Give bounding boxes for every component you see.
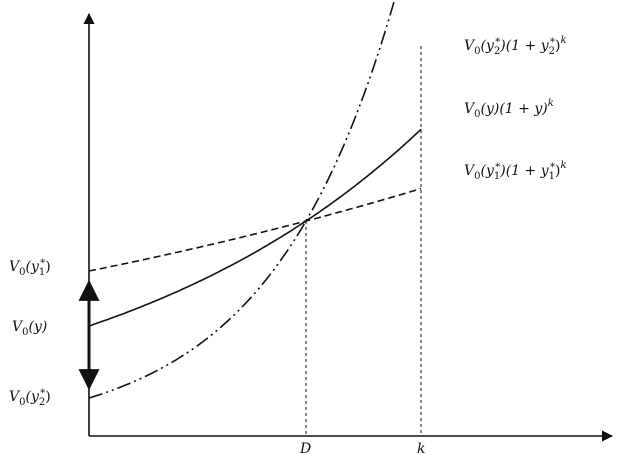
label-v0-y1-star: V0(y1*) — [9, 258, 51, 278]
curve-label-y2-star: V0(y2*)(1 + y2*)k — [464, 35, 567, 57]
curve-v0-y — [88, 128, 422, 327]
curve-v0-y2-star — [88, 0, 396, 399]
curve-label-y1-star: V0(y1*)(1 + y1*)k — [464, 160, 567, 182]
x-tick-k: k — [417, 441, 425, 455]
x-tick-d: D — [299, 441, 311, 455]
curve-v0-y1-star — [88, 187, 422, 272]
curve-label-y: V0(y)(1 + y)k — [464, 98, 554, 120]
label-v0-y: V0(y) — [12, 319, 47, 338]
label-v0-y2-star: V0(y2*) — [9, 388, 51, 408]
